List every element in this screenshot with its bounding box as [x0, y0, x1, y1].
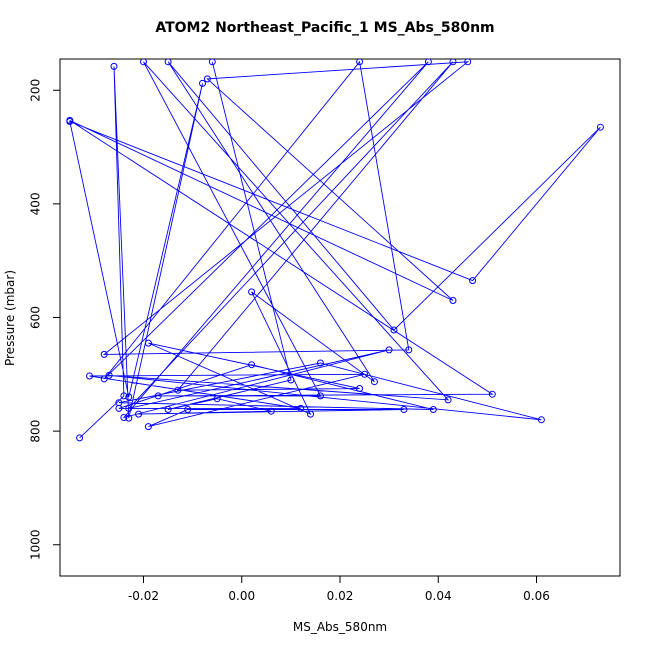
data-point — [449, 297, 457, 304]
y-tick-label: 1000 — [29, 529, 43, 560]
data-point — [140, 59, 147, 66]
data-point — [115, 404, 123, 412]
data-point — [110, 62, 118, 70]
series-line — [69, 60, 601, 439]
data-point — [125, 414, 133, 422]
series-polyline — [69, 60, 601, 439]
data-point — [307, 410, 314, 418]
data-point — [316, 359, 324, 367]
data-point — [125, 404, 133, 412]
y-tick-label: 200 — [29, 79, 43, 102]
data-point — [469, 277, 477, 285]
data-point — [444, 396, 452, 404]
data-point — [125, 393, 133, 401]
x-tick-label: 0.06 — [523, 589, 550, 603]
data-point — [385, 346, 393, 354]
data-point — [316, 392, 324, 400]
chart-title: ATOM2 Northeast_Pacific_1 MS_Abs_580nm — [155, 20, 495, 36]
data-point — [361, 370, 369, 378]
data-point — [120, 414, 128, 421]
y-tick-label: 600 — [29, 306, 43, 329]
data-point — [356, 59, 364, 66]
data-point — [248, 361, 256, 369]
data-point — [86, 372, 93, 380]
y-axis: 200 400 600 800 1000 — [29, 79, 61, 560]
y-tick-label: 800 — [29, 420, 43, 443]
x-tick-label: -0.02 — [128, 589, 159, 603]
x-axis-label: MS_Abs_580nm — [292, 620, 388, 634]
data-point — [203, 75, 211, 83]
data-point — [144, 423, 152, 431]
data-point — [164, 59, 172, 66]
data-point — [208, 59, 216, 66]
data-point — [390, 326, 398, 334]
data-point — [120, 392, 128, 400]
data-point — [287, 376, 295, 384]
data-point — [184, 406, 192, 413]
data-point — [449, 59, 457, 66]
data-point — [199, 79, 206, 87]
series-points — [66, 59, 604, 442]
data-point — [405, 346, 413, 354]
data-point — [464, 59, 472, 66]
plot-frame — [59, 58, 621, 577]
data-point — [488, 390, 496, 398]
data-point — [267, 407, 275, 415]
data-point — [429, 406, 437, 413]
data-point — [596, 123, 604, 131]
data-point — [213, 395, 221, 403]
data-point — [164, 406, 172, 413]
data-point — [135, 410, 143, 418]
data-point — [76, 434, 84, 442]
data-point — [105, 371, 113, 379]
x-tick-label: 0.00 — [228, 589, 255, 603]
data-point — [370, 378, 378, 386]
x-axis: -0.02 0.00 0.02 0.04 0.06 — [128, 575, 550, 603]
data-point — [356, 385, 364, 392]
data-point — [248, 288, 256, 296]
data-point — [537, 416, 545, 424]
data-point — [424, 59, 432, 66]
data-point — [144, 339, 152, 347]
data-point — [66, 116, 74, 124]
data-point — [100, 375, 108, 383]
data-point — [154, 392, 162, 400]
data-point — [297, 404, 305, 412]
y-tick-label: 400 — [29, 192, 43, 215]
x-tick-label: 0.02 — [327, 589, 354, 603]
x-tick-label: 0.04 — [425, 589, 452, 603]
data-point — [400, 406, 408, 413]
data-point — [174, 386, 182, 394]
data-point — [100, 350, 108, 358]
